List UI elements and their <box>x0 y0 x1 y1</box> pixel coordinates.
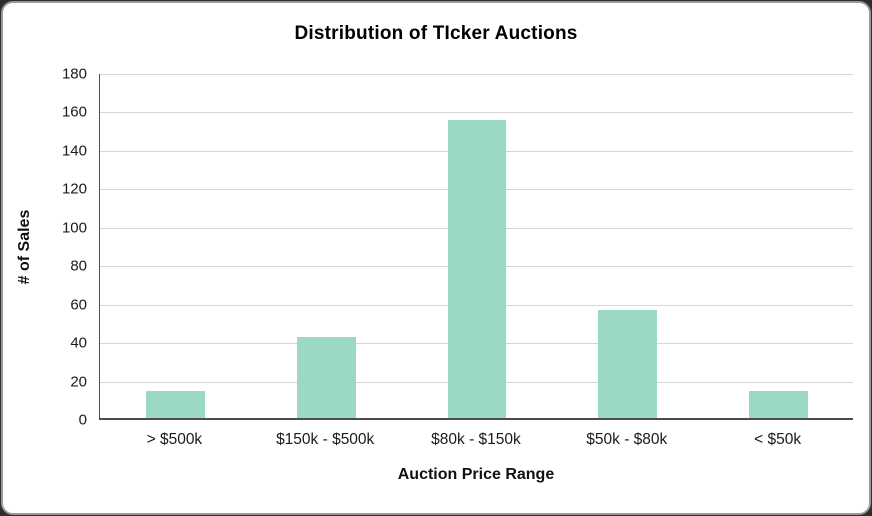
bar <box>296 337 356 418</box>
y-tick-label: 40 <box>70 334 87 352</box>
bar <box>598 310 658 418</box>
chart-title: Distribution of TIcker Auctions <box>294 23 578 44</box>
y-tick-label: 20 <box>70 373 87 391</box>
bar <box>447 120 507 418</box>
x-tick-label: > $500k <box>146 431 203 448</box>
y-tick-label: 120 <box>61 180 87 198</box>
y-tick-label: 0 <box>78 411 87 429</box>
y-tick-label: 160 <box>61 103 87 121</box>
x-axis-title: Auction Price Range <box>397 466 555 483</box>
x-tick-label: $150k - $500k <box>276 431 375 448</box>
y-tick-label: 180 <box>61 65 87 83</box>
x-tick-label: $50k - $80k <box>586 431 668 448</box>
y-tick-label: 100 <box>61 219 87 237</box>
x-tick-label: < $50k <box>754 431 802 448</box>
y-tick-label: 140 <box>61 142 87 160</box>
x-tick-label: $80k - $150k <box>431 431 521 448</box>
y-tick-label: 60 <box>70 296 87 314</box>
y-tick-label: 80 <box>70 257 87 275</box>
bar <box>749 391 808 418</box>
x-tick-labels: > $500k $150k - $500k $80k - $150k $50k - $… <box>99 431 853 449</box>
plot-area <box>99 74 853 420</box>
y-axis-title: # of Sales <box>16 209 33 285</box>
gridline <box>100 112 853 114</box>
bar <box>145 391 205 418</box>
gridline <box>100 74 853 75</box>
